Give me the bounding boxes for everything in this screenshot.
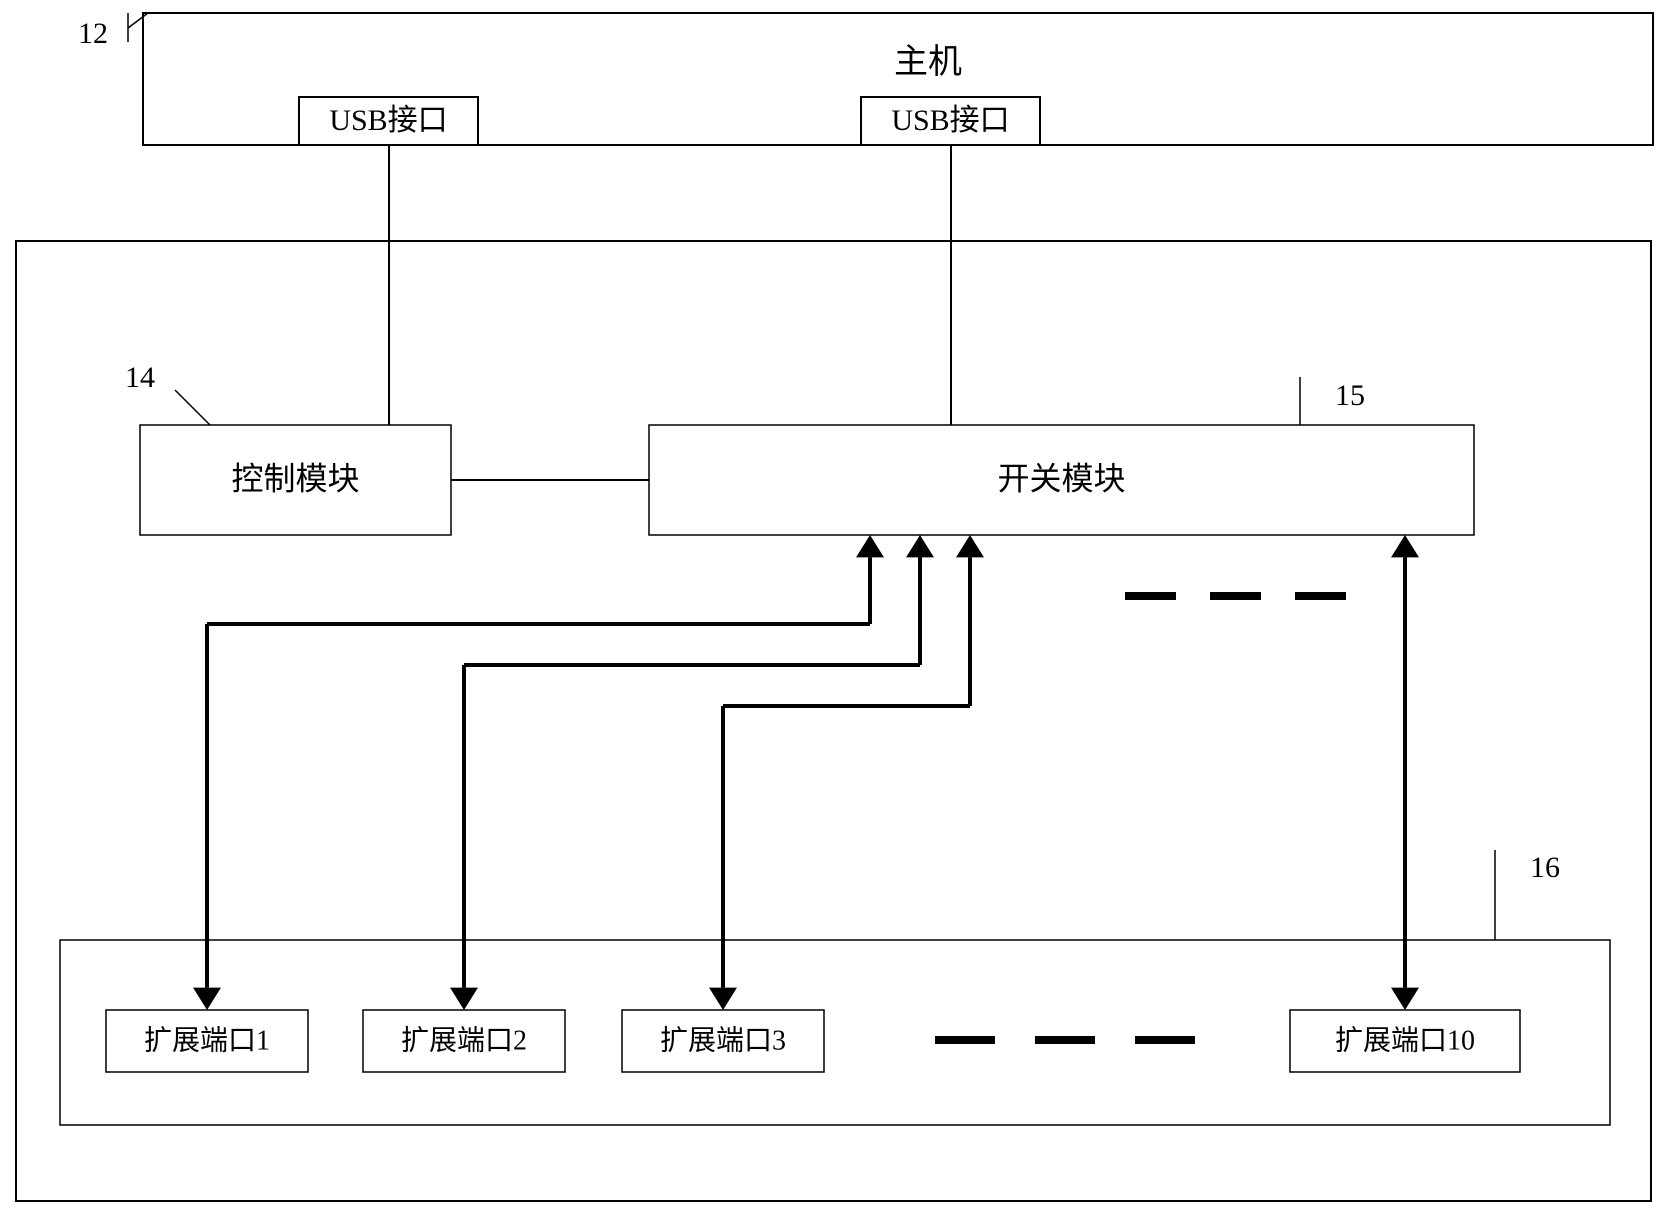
port-arrow-1-head-down: [193, 988, 221, 1010]
port-arrow-2-head-up: [906, 535, 934, 557]
port-label-2: 扩展端口2: [401, 1024, 527, 1056]
switch-module-label: 开关模块: [997, 460, 1125, 496]
port-arrow-3-head-down: [709, 988, 737, 1010]
usb-port-2-label: USB接口: [891, 104, 1009, 137]
port-arrow-4-head-up: [1391, 535, 1419, 557]
port-label-4: 扩展端口10: [1335, 1024, 1475, 1056]
ref12-label: 12: [78, 17, 108, 50]
ref16-label: 16: [1530, 851, 1560, 884]
port-arrow-2-head-down: [450, 988, 478, 1010]
ref12-lead: [128, 13, 148, 28]
ref14-label: 14: [125, 361, 155, 394]
usb-port-1-label: USB接口: [329, 104, 447, 137]
port-label-1: 扩展端口1: [144, 1024, 270, 1056]
port-arrow-1-head-up: [856, 535, 884, 557]
port-label-3: 扩展端口3: [660, 1024, 786, 1056]
ref14-lead: [175, 390, 210, 425]
control-module-label: 控制模块: [231, 460, 359, 496]
host-title: 主机: [894, 43, 962, 81]
ref15-label: 15: [1335, 379, 1365, 412]
port-arrow-3-head-up: [956, 535, 984, 557]
port-arrow-4-head-down: [1391, 988, 1419, 1010]
